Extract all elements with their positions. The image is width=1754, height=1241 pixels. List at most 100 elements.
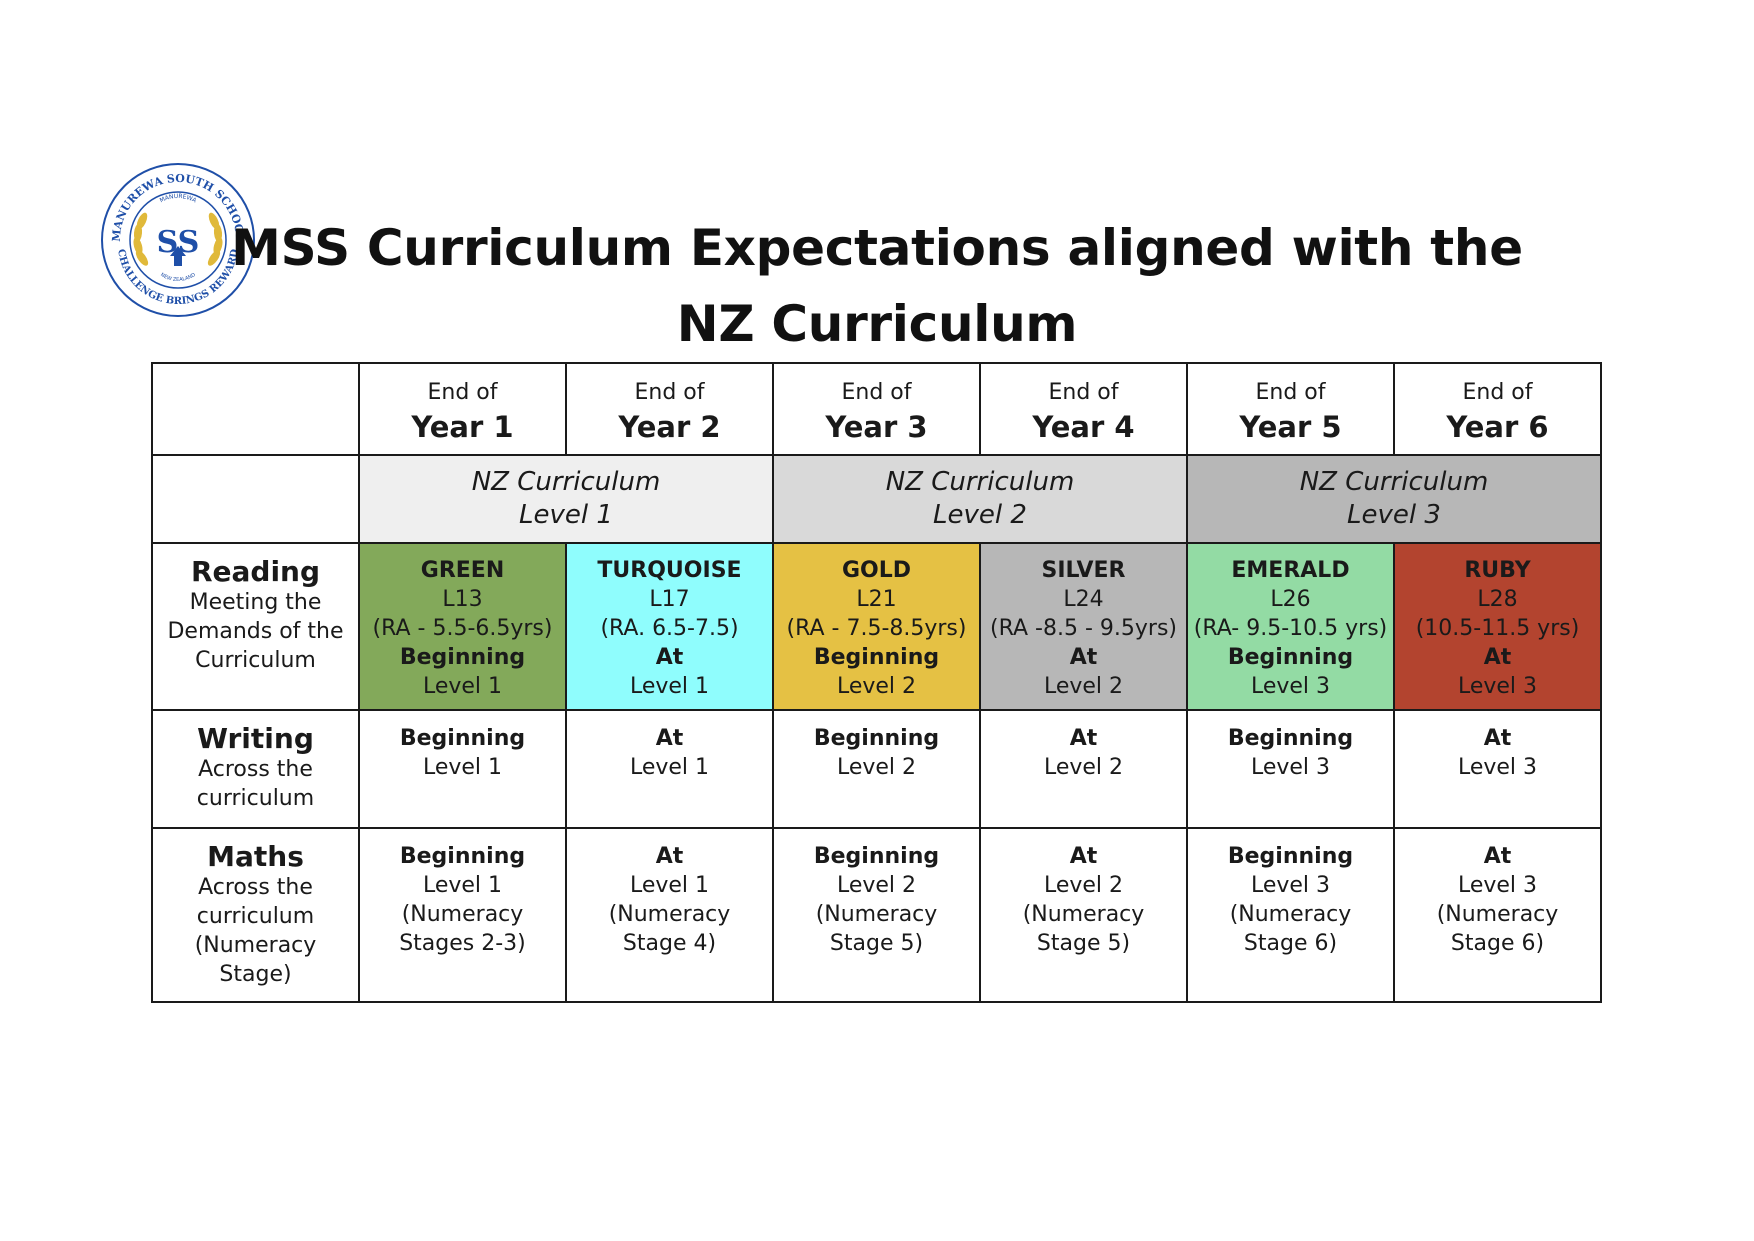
numeracy-label: (Numeracy [1229, 902, 1352, 927]
reading-age: (RA- 9.5-10.5 yrs) [1193, 616, 1388, 641]
reading-age: (RA -8.5 - 9.5yrs) [990, 616, 1177, 641]
reading-level: L17 [649, 587, 690, 612]
corner-cell [151, 362, 360, 456]
status-label: Beginning [813, 844, 940, 869]
row-title: Writing [197, 722, 314, 755]
reading-age: (RA - 7.5-8.5yrs) [786, 616, 967, 641]
status-label: Beginning [399, 844, 526, 869]
curriculum-level: Level 1 [629, 755, 710, 780]
curriculum-level-cell: NZ Curriculum Level 2 [772, 454, 1188, 544]
curriculum-level: Level 1 [629, 873, 710, 898]
curriculum-level: Level 1 [422, 755, 503, 780]
year-header-cell: End of Year 1 [358, 362, 567, 456]
reading-cell: GOLD L21 (RA - 7.5-8.5yrs) Beginning Level 2 [772, 542, 981, 711]
year-header-cell: End of Year 6 [1393, 362, 1602, 456]
writing-cell: Beginning Level 1 [358, 709, 567, 829]
status-label: Beginning [399, 726, 526, 751]
curriculum-level: Level 2 [1043, 755, 1124, 780]
curriculum-level: Level 2 [1043, 873, 1124, 898]
writing-row-header: Writing Across the curriculum [151, 709, 360, 829]
reading-cell: TURQUOISE L17 (RA. 6.5-7.5) At Level 1 [565, 542, 774, 711]
curriculum-level: Level 3 [1457, 755, 1538, 780]
curriculum-level: Level 3 [1457, 674, 1538, 699]
maths-cell: Beginning Level 2 (Numeracy Stage 5) [772, 827, 981, 1003]
numeracy-stage: Stage 4) [622, 931, 717, 956]
year-header-cell: End of Year 3 [772, 362, 981, 456]
status-label: Beginning [813, 645, 940, 670]
year-label: Year 4 [1032, 410, 1135, 444]
reading-cell: EMERALD L26 (RA- 9.5-10.5 yrs) Beginning Lev… [1186, 542, 1395, 711]
status-label: At [1483, 645, 1512, 670]
reading-colour-band: GOLD [841, 558, 912, 583]
row-subtitle: Across the [198, 875, 313, 900]
writing-cell: Beginning Level 2 [772, 709, 981, 829]
year-label: Year 1 [411, 410, 514, 444]
row-title: Reading [190, 555, 321, 588]
year-prefix: End of [427, 380, 498, 405]
reading-colour-band: RUBY [1464, 558, 1531, 583]
level-number: Level 1 [519, 500, 613, 530]
maths-cell: At Level 2 (Numeracy Stage 5) [979, 827, 1188, 1003]
page-title-line-2: NZ Curriculum [676, 295, 1078, 353]
status-label: At [1069, 645, 1098, 670]
reading-cell: RUBY L28 (10.5-11.5 yrs) At Level 3 [1393, 542, 1602, 711]
numeracy-stage: Stage 5) [1036, 931, 1131, 956]
status-label: At [1483, 844, 1512, 869]
year-header-cell: End of Year 4 [979, 362, 1188, 456]
row-subtitle: Demands of the [167, 619, 344, 644]
maths-cell: Beginning Level 3 (Numeracy Stage 6) [1186, 827, 1395, 1003]
maths-cell: At Level 1 (Numeracy Stage 4) [565, 827, 774, 1003]
status-label: Beginning [1227, 645, 1354, 670]
row-subtitle: (Numeracy [194, 933, 317, 958]
status-label: At [1483, 726, 1512, 751]
page-title-line-1: MSS Curriculum Expectations aligned with… [231, 219, 1523, 277]
numeracy-label: (Numeracy [1022, 902, 1145, 927]
reading-age: (RA. 6.5-7.5) [600, 616, 739, 641]
reading-cell: SILVER L24 (RA -8.5 - 9.5yrs) At Level 2 [979, 542, 1188, 711]
year-prefix: End of [634, 380, 705, 405]
reading-cell: GREEN L13 (RA - 5.5-6.5yrs) Beginning Level … [358, 542, 567, 711]
status-label: At [655, 726, 684, 751]
curriculum-level: Level 1 [629, 674, 710, 699]
maths-cell: Beginning Level 1 (Numeracy Stages 2-3) [358, 827, 567, 1003]
reading-row-header: Reading Meeting the Demands of the Curri… [151, 542, 360, 711]
status-label: At [655, 844, 684, 869]
numeracy-stage: Stage 5) [829, 931, 924, 956]
level-heading: NZ Curriculum [471, 467, 661, 497]
svg-text:MANUREWA: MANUREWA [159, 193, 199, 205]
level-heading: NZ Curriculum [1299, 467, 1489, 497]
row-subtitle: Stage) [219, 962, 292, 987]
year-header-row: End of Year 1 End of Year 2 End of Year 3 E… [151, 362, 1602, 456]
curriculum-level: Level 2 [1043, 674, 1124, 699]
year-header-cell: End of Year 2 [565, 362, 774, 456]
numeracy-stage: Stages 2-3) [399, 931, 526, 956]
writing-cell: Beginning Level 3 [1186, 709, 1395, 829]
curriculum-level: Level 1 [422, 674, 503, 699]
year-prefix: End of [1048, 380, 1119, 405]
year-label: Year 5 [1239, 410, 1342, 444]
numeracy-label: (Numeracy [1436, 902, 1559, 927]
status-label: Beginning [1227, 726, 1354, 751]
numeracy-label: (Numeracy [401, 902, 524, 927]
curriculum-level: Level 1 [422, 873, 503, 898]
school-logo: MANUREWA SOUTH SCHOOL CHALLENGE BRINGS R… [101, 163, 255, 317]
level-heading: NZ Curriculum [885, 467, 1075, 497]
row-subtitle: Curriculum [195, 648, 316, 673]
status-label: At [1069, 726, 1098, 751]
reading-row: Reading Meeting the Demands of the Curri… [151, 542, 1602, 711]
row-title: Maths [207, 840, 304, 873]
numeracy-stage: Stage 6) [1450, 931, 1545, 956]
reading-colour-band: EMERALD [1231, 558, 1350, 583]
year-label: Year 3 [825, 410, 928, 444]
level-number: Level 3 [1347, 500, 1441, 530]
writing-cell: At Level 2 [979, 709, 1188, 829]
year-label: Year 6 [1446, 410, 1549, 444]
curriculum-level: Level 3 [1250, 755, 1331, 780]
reading-level: L28 [1477, 587, 1518, 612]
curriculum-level-cell: NZ Curriculum Level 3 [1186, 454, 1602, 544]
reading-level: L13 [442, 587, 483, 612]
status-label: Beginning [1227, 844, 1354, 869]
reading-level: L21 [856, 587, 897, 612]
reading-age: (RA - 5.5-6.5yrs) [372, 616, 553, 641]
reading-colour-band: GREEN [420, 558, 505, 583]
